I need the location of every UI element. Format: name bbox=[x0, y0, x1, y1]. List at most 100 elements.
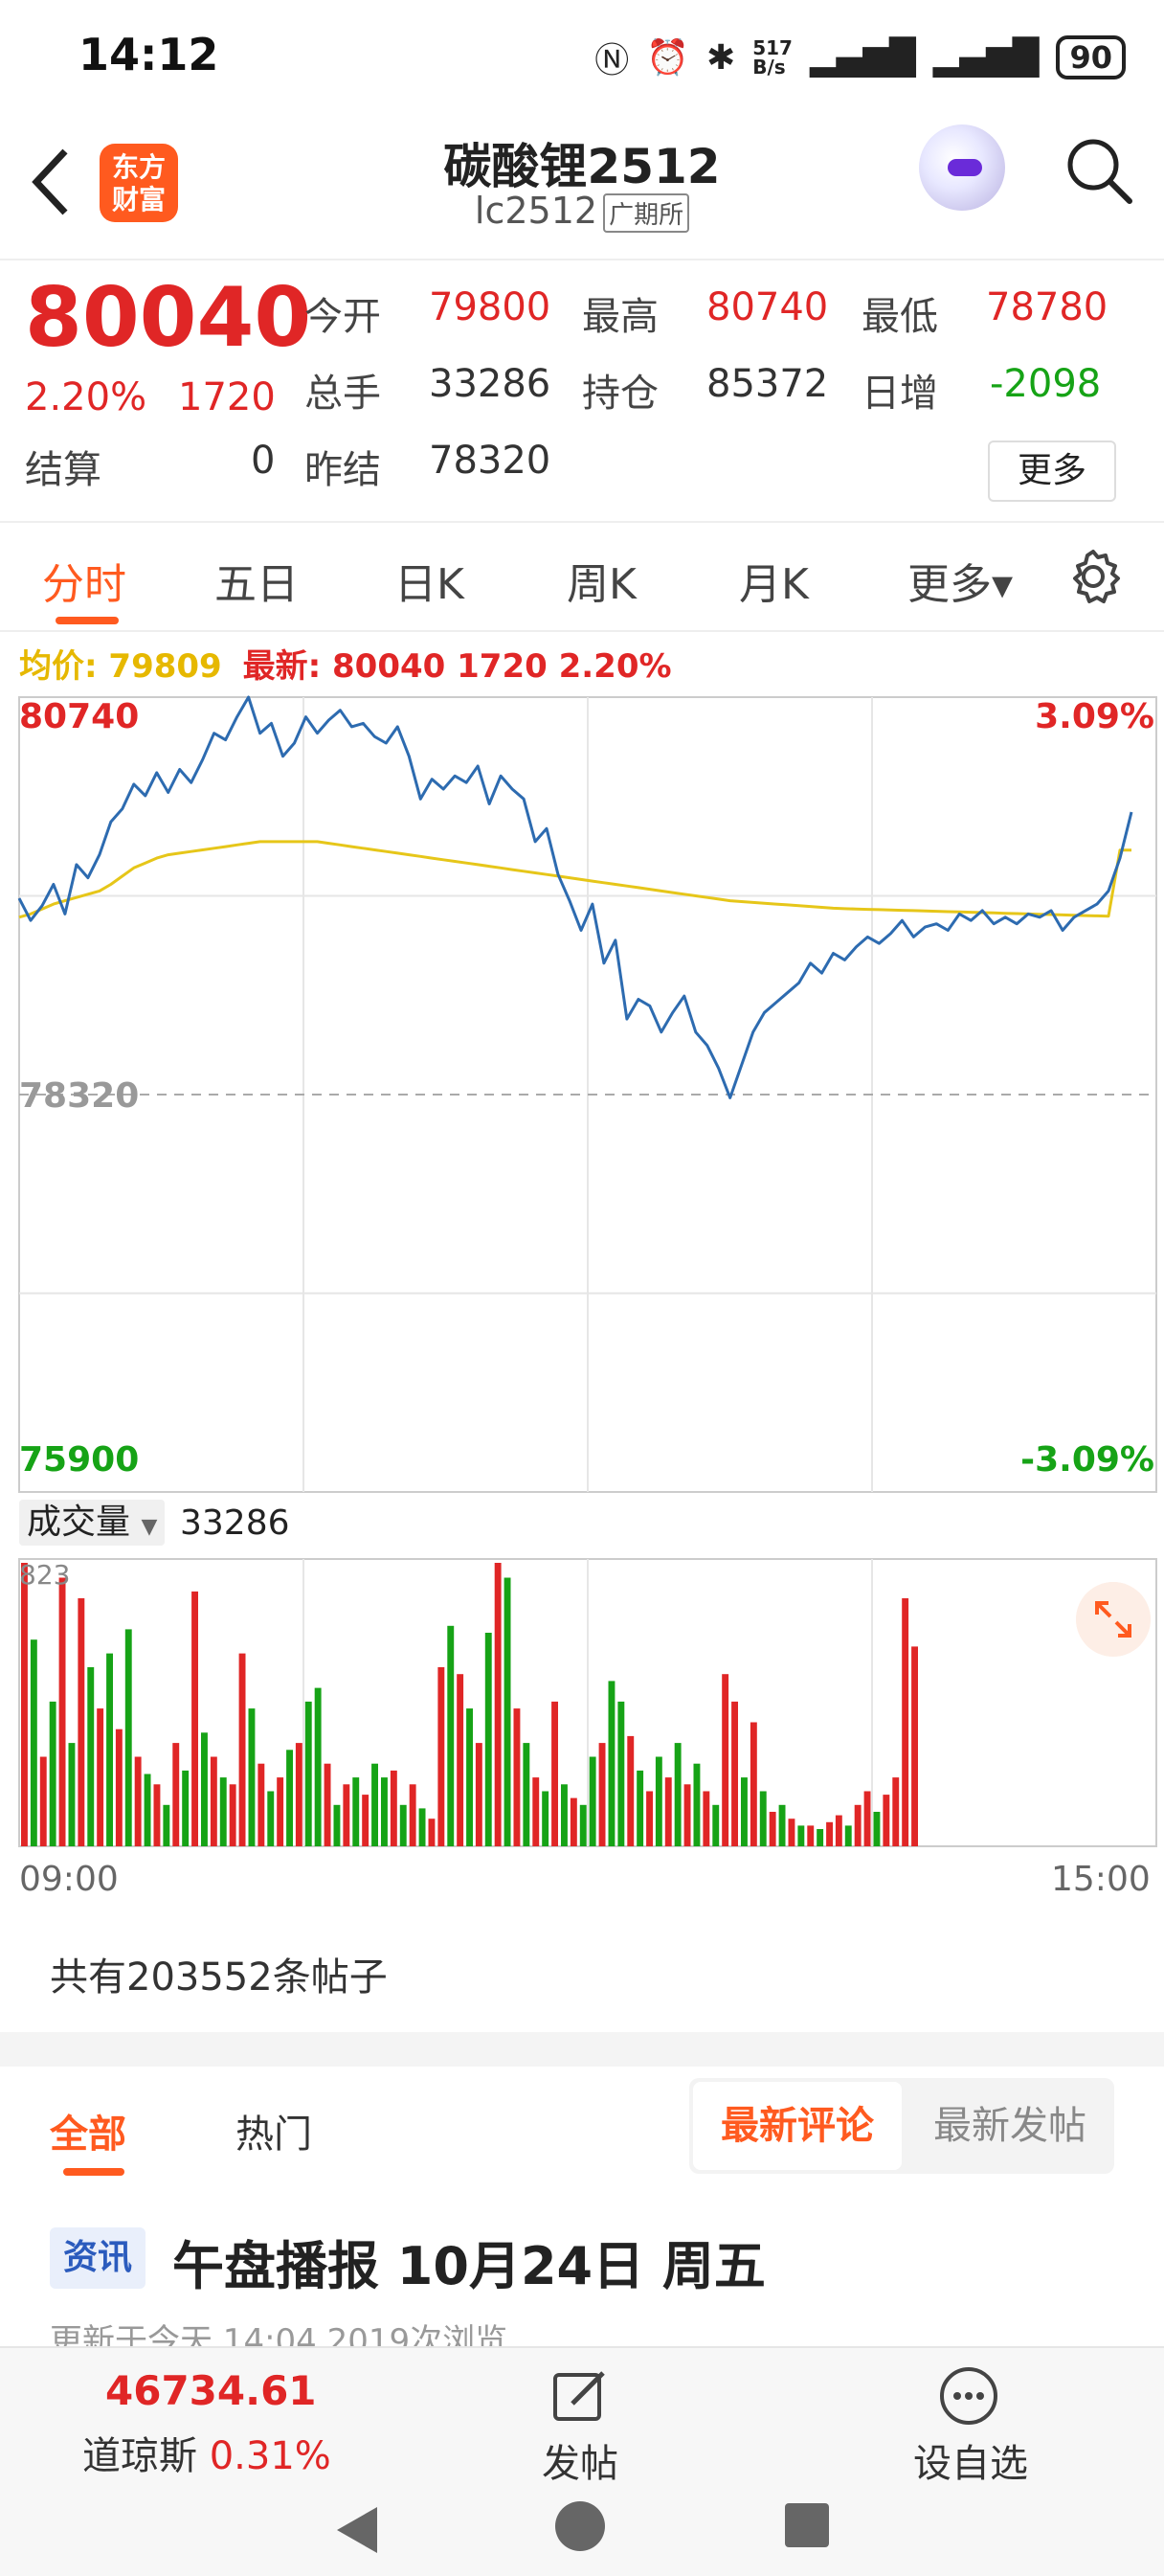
volume-bar bbox=[759, 1791, 767, 1846]
volume-bar bbox=[333, 1804, 341, 1846]
pct-label-top: 3.09% bbox=[1035, 697, 1154, 736]
volume-bar bbox=[30, 1639, 37, 1846]
volume-bar bbox=[484, 1633, 492, 1846]
volume-bar bbox=[826, 1821, 833, 1846]
oi-change-label: 日增 bbox=[862, 372, 938, 416]
change-percent: 2.20% bbox=[25, 375, 147, 419]
chart-grid bbox=[18, 696, 1157, 1847]
tab-intraday[interactable]: 分时 bbox=[42, 560, 126, 609]
post-button[interactable]: 发帖 bbox=[542, 2442, 618, 2486]
low-value: 78780 bbox=[986, 285, 1108, 329]
back-arrow-icon[interactable] bbox=[29, 144, 77, 220]
volume-bar bbox=[163, 1804, 170, 1846]
volume-bar bbox=[124, 1629, 132, 1846]
feed-tab-hot[interactable]: 热门 bbox=[235, 2113, 312, 2157]
intraday-chart[interactable]: 80740 3.09% 78320 75900 -3.09% 823 bbox=[0, 689, 1164, 1877]
more-dots-icon[interactable] bbox=[938, 2365, 999, 2427]
volume-bar bbox=[418, 1808, 426, 1846]
volume-bar bbox=[314, 1687, 322, 1846]
tab-more[interactable]: 更多▾ bbox=[907, 560, 1014, 609]
volume-bar bbox=[523, 1743, 530, 1846]
low-label: 最低 bbox=[862, 295, 938, 339]
nav-recents-icon[interactable] bbox=[785, 2503, 829, 2547]
alarm-icon: ⏰ bbox=[646, 38, 690, 78]
volume-bar bbox=[835, 1815, 842, 1846]
volume-bar bbox=[646, 1791, 653, 1846]
index-name[interactable]: 道琼斯 0.31% bbox=[82, 2434, 331, 2478]
avg-price-line bbox=[18, 840, 1131, 919]
y-label-top: 80740 bbox=[19, 697, 139, 736]
prev-settle-value: 78320 bbox=[429, 439, 551, 483]
assistant-avatar[interactable] bbox=[919, 124, 1005, 211]
volume-bar bbox=[238, 1653, 246, 1846]
volume-bar bbox=[437, 1667, 445, 1846]
tab-five-day[interactable]: 五日 bbox=[214, 560, 299, 609]
volume-bar bbox=[277, 1777, 284, 1846]
volume-bar bbox=[58, 1577, 66, 1846]
volume-bar bbox=[229, 1784, 236, 1846]
add-watchlist-button[interactable]: 设自选 bbox=[913, 2442, 1028, 2486]
volume-bar bbox=[883, 1795, 890, 1846]
sort-latest-post[interactable]: 最新发帖 bbox=[933, 2104, 1086, 2148]
edit-icon[interactable] bbox=[549, 2365, 611, 2427]
volume-bar bbox=[428, 1819, 436, 1846]
volume-bar bbox=[664, 1777, 672, 1846]
open-value: 79800 bbox=[429, 285, 551, 329]
signal-icon: ▂▄▆█ bbox=[809, 37, 916, 78]
news-tag: 资讯 bbox=[50, 2227, 146, 2289]
volume-bar bbox=[324, 1763, 331, 1846]
volume-bar bbox=[457, 1674, 464, 1846]
volume-bar bbox=[87, 1667, 95, 1846]
high-label: 最高 bbox=[582, 295, 659, 339]
expand-icon[interactable] bbox=[1076, 1582, 1151, 1657]
y-label-bottom: 75900 bbox=[19, 1440, 139, 1480]
volume-bar bbox=[683, 1784, 691, 1846]
exchange-badge: 广期所 bbox=[603, 193, 690, 233]
volume-bar bbox=[570, 1797, 577, 1846]
nav-back-icon[interactable] bbox=[333, 2505, 379, 2555]
volume-bar bbox=[134, 1756, 142, 1846]
volume-bar bbox=[532, 1777, 540, 1846]
tab-monthly-k[interactable]: 月K bbox=[739, 560, 809, 609]
assistant-eye-icon bbox=[948, 159, 982, 176]
volume-bars bbox=[21, 1563, 918, 1846]
volume-bar bbox=[201, 1732, 208, 1846]
volume-max-label: 823 bbox=[19, 1559, 70, 1591]
signal2-icon: ▂▄▆█ bbox=[932, 37, 1040, 78]
nav-home-icon[interactable] bbox=[555, 2501, 605, 2551]
volume-bar bbox=[617, 1701, 625, 1846]
volume-bar bbox=[769, 1812, 776, 1846]
y-label-mid: 78320 bbox=[19, 1076, 139, 1116]
feed-tab-all[interactable]: 全部 bbox=[50, 2113, 126, 2157]
volume-bar bbox=[712, 1804, 720, 1846]
volume-bar bbox=[381, 1777, 388, 1846]
price-path bbox=[17, 695, 1133, 1099]
oi-value: 85372 bbox=[706, 362, 829, 406]
volume-bar bbox=[608, 1681, 616, 1846]
tab-daily-k[interactable]: 日K bbox=[394, 560, 464, 609]
volume-bar bbox=[219, 1777, 227, 1846]
volume-bar bbox=[513, 1708, 521, 1846]
volume-bar bbox=[371, 1763, 378, 1846]
sort-latest-comment[interactable]: 最新评论 bbox=[693, 2082, 902, 2170]
posts-count: 共有203552条帖子 bbox=[50, 1955, 388, 2000]
volume-bar bbox=[703, 1791, 710, 1846]
tab-weekly-k[interactable]: 周K bbox=[567, 560, 637, 609]
time-start-label: 09:00 bbox=[19, 1860, 119, 1899]
search-icon[interactable] bbox=[1063, 134, 1135, 207]
volume-bar bbox=[637, 1770, 644, 1846]
instrument-title: 碳酸锂2512 bbox=[443, 139, 721, 194]
gear-icon[interactable] bbox=[1063, 546, 1124, 607]
news-title[interactable]: 午盘播报 10月24日 周五 bbox=[172, 2236, 766, 2296]
change-absolute: 1720 bbox=[178, 375, 276, 419]
settle-label: 结算 bbox=[25, 448, 101, 492]
price-line bbox=[17, 695, 1133, 1099]
volume-bar bbox=[902, 1598, 909, 1846]
volume-bar bbox=[741, 1777, 748, 1846]
volume-value: 33286 bbox=[429, 362, 551, 406]
volume-bar bbox=[343, 1784, 350, 1846]
index-value[interactable]: 46734.61 bbox=[105, 2367, 317, 2414]
more-button[interactable]: 更多 bbox=[988, 441, 1116, 502]
volume-bar bbox=[257, 1763, 265, 1846]
indicator-select[interactable]: 成交量 ▼ bbox=[19, 1500, 166, 1546]
